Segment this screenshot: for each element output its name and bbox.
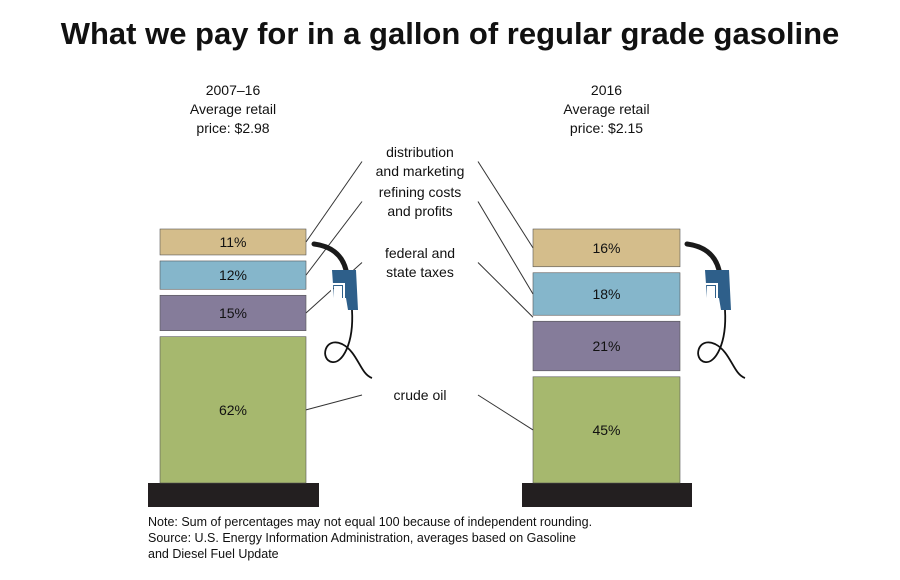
legend-label-1-1: state taxes	[386, 264, 454, 280]
leader-line-right-1	[477, 262, 534, 318]
note-source-continued: and Diesel Fuel Update	[148, 547, 279, 561]
leader-line-left-0	[305, 394, 363, 411]
bar-value-label-1-0: 45%	[592, 422, 620, 438]
leader-line-left-2	[305, 201, 363, 276]
bar-value-label-0-2: 12%	[219, 267, 247, 283]
legend-label-2-0: refining costs	[379, 184, 461, 200]
bar-segment-1-1	[532, 320, 681, 372]
leader-line-right-2	[477, 201, 534, 295]
bar-segment-0-3	[159, 228, 307, 256]
bar-value-label-0-3: 11%	[220, 234, 247, 250]
note-source: Source: U.S. Energy Information Administ…	[148, 531, 577, 545]
fuel-nozzle-icon-0	[311, 241, 373, 379]
chart-title: What we pay for in a gallon of regular g…	[60, 16, 840, 51]
bar-value-label-0-0: 62%	[219, 402, 247, 418]
bar-segment-0-2	[159, 260, 307, 290]
bar-value-label-1-3: 16%	[592, 240, 620, 256]
legend-label-1-0: federal and	[385, 245, 455, 261]
legend-label-3-0: distribution	[386, 144, 454, 160]
legend-label-2-1: and profits	[387, 203, 452, 219]
bar-subtitle-label-0: Average retail	[190, 101, 276, 117]
leader-line-right-3	[477, 161, 534, 249]
fuel-nozzle-icon-1	[684, 241, 746, 379]
bar-period-label-1: 2016	[591, 82, 622, 98]
bar-price-label-1: price: $2.15	[570, 120, 643, 136]
bar-subtitle-label-1: Average retail	[563, 101, 649, 117]
bar-segment-0-1	[159, 294, 307, 331]
bar-segment-0-0	[159, 336, 307, 484]
bar-base-0	[148, 483, 319, 507]
bar-segment-1-0	[532, 376, 681, 484]
bar-value-label-1-1: 21%	[592, 338, 620, 354]
leader-line-right-0	[477, 394, 534, 431]
bar-base-1	[522, 483, 692, 507]
gasoline-cost-chart: 62% 15% 12% 11% 2007–16 Average retail price: …	[148, 82, 746, 507]
bar-period-label-0: 2007–16	[206, 82, 261, 98]
bar-price-label-0: price: $2.98	[196, 120, 269, 136]
bar-value-label-1-2: 18%	[592, 286, 620, 302]
leader-line-left-3	[305, 161, 363, 243]
legend-label-0-0: crude oil	[394, 387, 447, 403]
bar-segment-1-2	[532, 272, 681, 316]
note-rounding: Note: Sum of percentages may not equal 1…	[148, 515, 593, 529]
legend-label-3-1: and marketing	[376, 163, 465, 179]
bar-value-label-0-1: 15%	[219, 305, 247, 321]
